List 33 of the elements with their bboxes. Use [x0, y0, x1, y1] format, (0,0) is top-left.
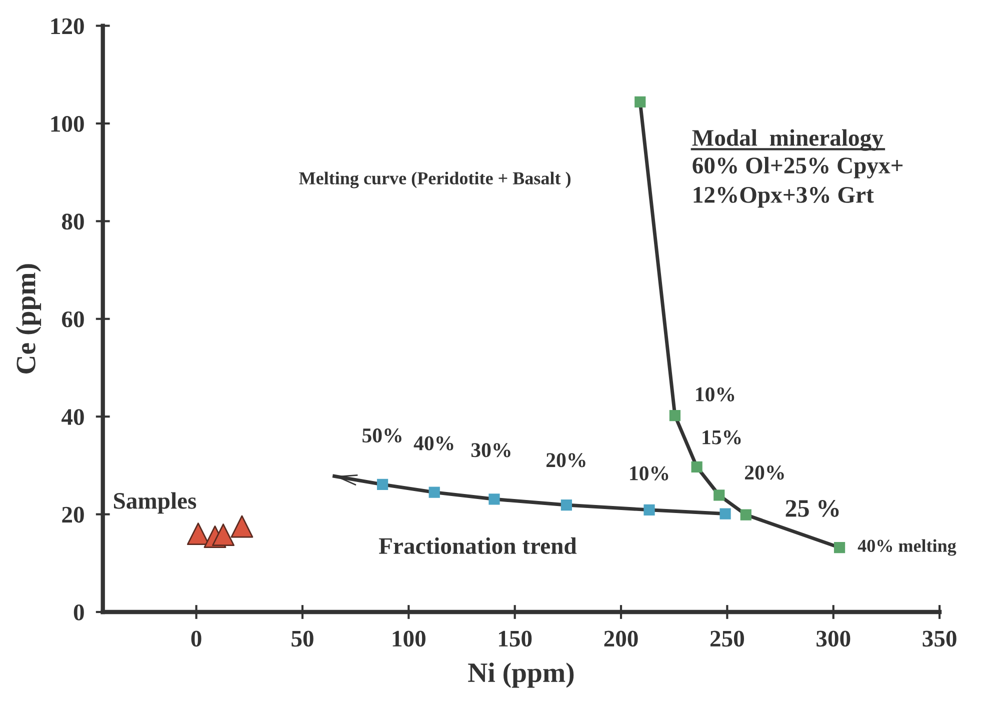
y-tick-label: 40	[62, 409, 84, 426]
y-tick-label: 120	[51, 18, 84, 34]
x-tick-label: 100	[392, 630, 426, 647]
annotation: Modal mineralogy	[692, 129, 884, 151]
annotation: 40% melting	[858, 539, 956, 556]
y-tick-label: 80	[62, 214, 84, 230]
annotation: 30%	[471, 443, 510, 458]
x-tick-label: 250	[710, 630, 744, 647]
annotation: 12%Opx+3% Grt	[694, 186, 874, 208]
annotation: Samples	[114, 492, 196, 514]
x-tick-label: 0	[191, 630, 202, 647]
annotation: 15%	[702, 430, 741, 444]
y-tick-label: 60	[62, 311, 84, 328]
y-tick-label: 20	[62, 506, 84, 523]
annotation: 40%	[414, 436, 454, 450]
x-tick-label: 150	[499, 630, 532, 647]
annotation: 10%	[630, 466, 668, 480]
annotation: 60% Ol+25% Cpyx+	[692, 156, 903, 178]
x-tick-label: 200	[604, 630, 638, 647]
annotation: Melting curve (Peridotite + Basalt )	[299, 172, 570, 188]
y-tick-label: 100	[51, 116, 84, 132]
x-tick-label: 50	[292, 630, 314, 647]
annotation: 20%	[744, 466, 784, 480]
x-tick-label: 300	[816, 630, 850, 647]
y-tick-label: 0	[74, 604, 84, 620]
annotation: 20%	[546, 453, 586, 468]
annotation: 50%	[362, 428, 402, 443]
annotation: 10%	[696, 387, 734, 402]
annotation: Fractionation trend	[378, 537, 577, 554]
x-axis-title: Ni (ppm)	[468, 662, 574, 688]
annotation: 25 %	[786, 500, 839, 517]
y-axis-title: Ce (ppm)	[16, 264, 42, 374]
x-tick-label: 350	[922, 630, 956, 647]
